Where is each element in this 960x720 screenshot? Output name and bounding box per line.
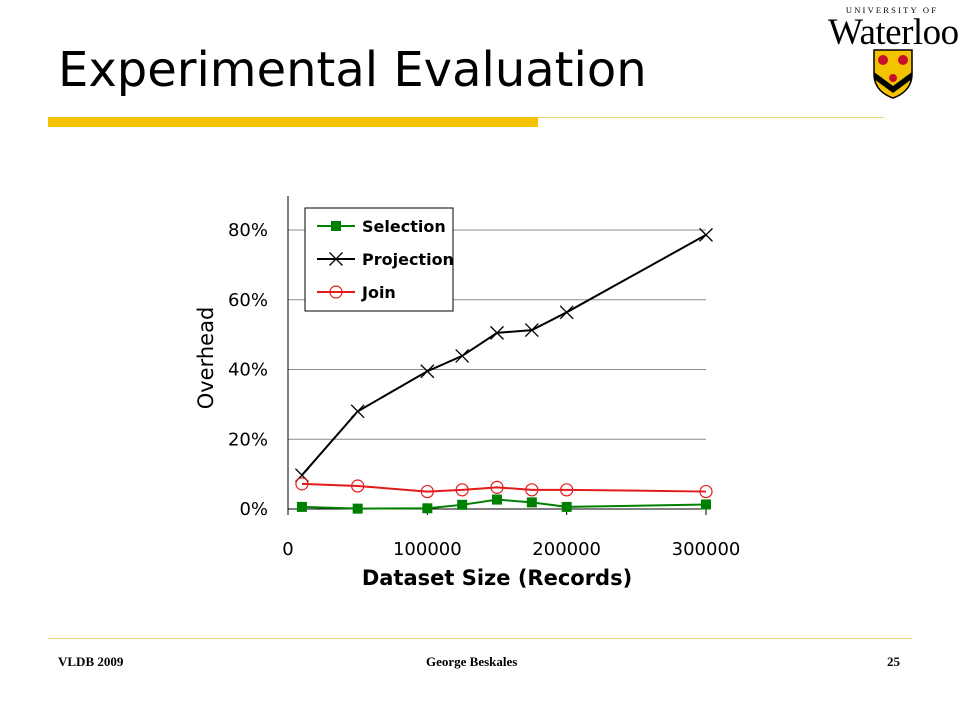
footer-rule: [48, 638, 912, 639]
data-point-projection: [350, 404, 365, 419]
data-point-selection: [492, 494, 502, 505]
data-point-selection: [352, 503, 363, 514]
university-crest-icon: [873, 49, 913, 99]
footer-author: George Beskales: [426, 654, 518, 669]
data-point-join: [490, 480, 504, 494]
data-point-projection: [420, 364, 435, 379]
legend-marker-selection: [331, 221, 341, 231]
slide-title: Experimental Evaluation: [58, 42, 647, 98]
title-underline-thick: [48, 117, 538, 127]
x-axis-title: Dataset Size (Records): [362, 566, 632, 590]
legend-label-join: Join: [361, 283, 396, 302]
data-point-join: [295, 477, 309, 491]
data-point-join: [351, 479, 365, 493]
data-point-projection: [524, 323, 539, 338]
data-point-projection: [559, 305, 574, 320]
footer-conference: VLDB 2009: [58, 654, 124, 669]
y-tick-label: 20%: [228, 429, 268, 450]
legend-label-selection: Selection: [362, 217, 446, 236]
data-point-selection: [561, 501, 572, 512]
footer-page-number: 25: [887, 654, 900, 669]
y-tick-label: 0%: [239, 499, 268, 520]
y-axis-title: Overhead: [194, 307, 218, 410]
data-point-join: [525, 483, 539, 497]
logo-wordmark: Waterloo: [828, 12, 959, 53]
university-logo: UNIVERSITY OF Waterloo: [828, 4, 959, 104]
data-point-selection: [296, 501, 307, 512]
y-tick-label: 60%: [228, 290, 268, 311]
legend-marker-join: [329, 285, 343, 299]
y-tick-label: 40%: [228, 360, 268, 381]
data-point-join: [420, 484, 434, 499]
data-point-join: [455, 483, 469, 497]
data-point-selection: [701, 499, 711, 510]
data-point-projection: [699, 227, 713, 242]
data-point-join: [560, 483, 574, 497]
x-tick-label: 200000: [532, 539, 601, 560]
data-point-join: [699, 484, 713, 499]
x-tick-label: 100000: [393, 539, 462, 560]
legend-marker-projection: [329, 252, 343, 266]
x-tick-label: 300000: [672, 539, 741, 560]
x-tick-label: 0: [282, 539, 293, 560]
data-point-selection: [422, 503, 433, 514]
logo-university-text: UNIVERSITY OF: [845, 5, 939, 15]
data-point-projection: [490, 325, 504, 340]
series-line-projection: [301, 234, 707, 476]
title-underline-thin: [538, 117, 884, 118]
data-point-selection: [526, 497, 537, 508]
data-point-selection: [457, 499, 468, 510]
y-tick-label: 80%: [228, 220, 268, 241]
series-line-selection: [301, 498, 707, 510]
legend-label-projection: Projection: [362, 250, 454, 269]
data-point-projection: [455, 348, 470, 363]
